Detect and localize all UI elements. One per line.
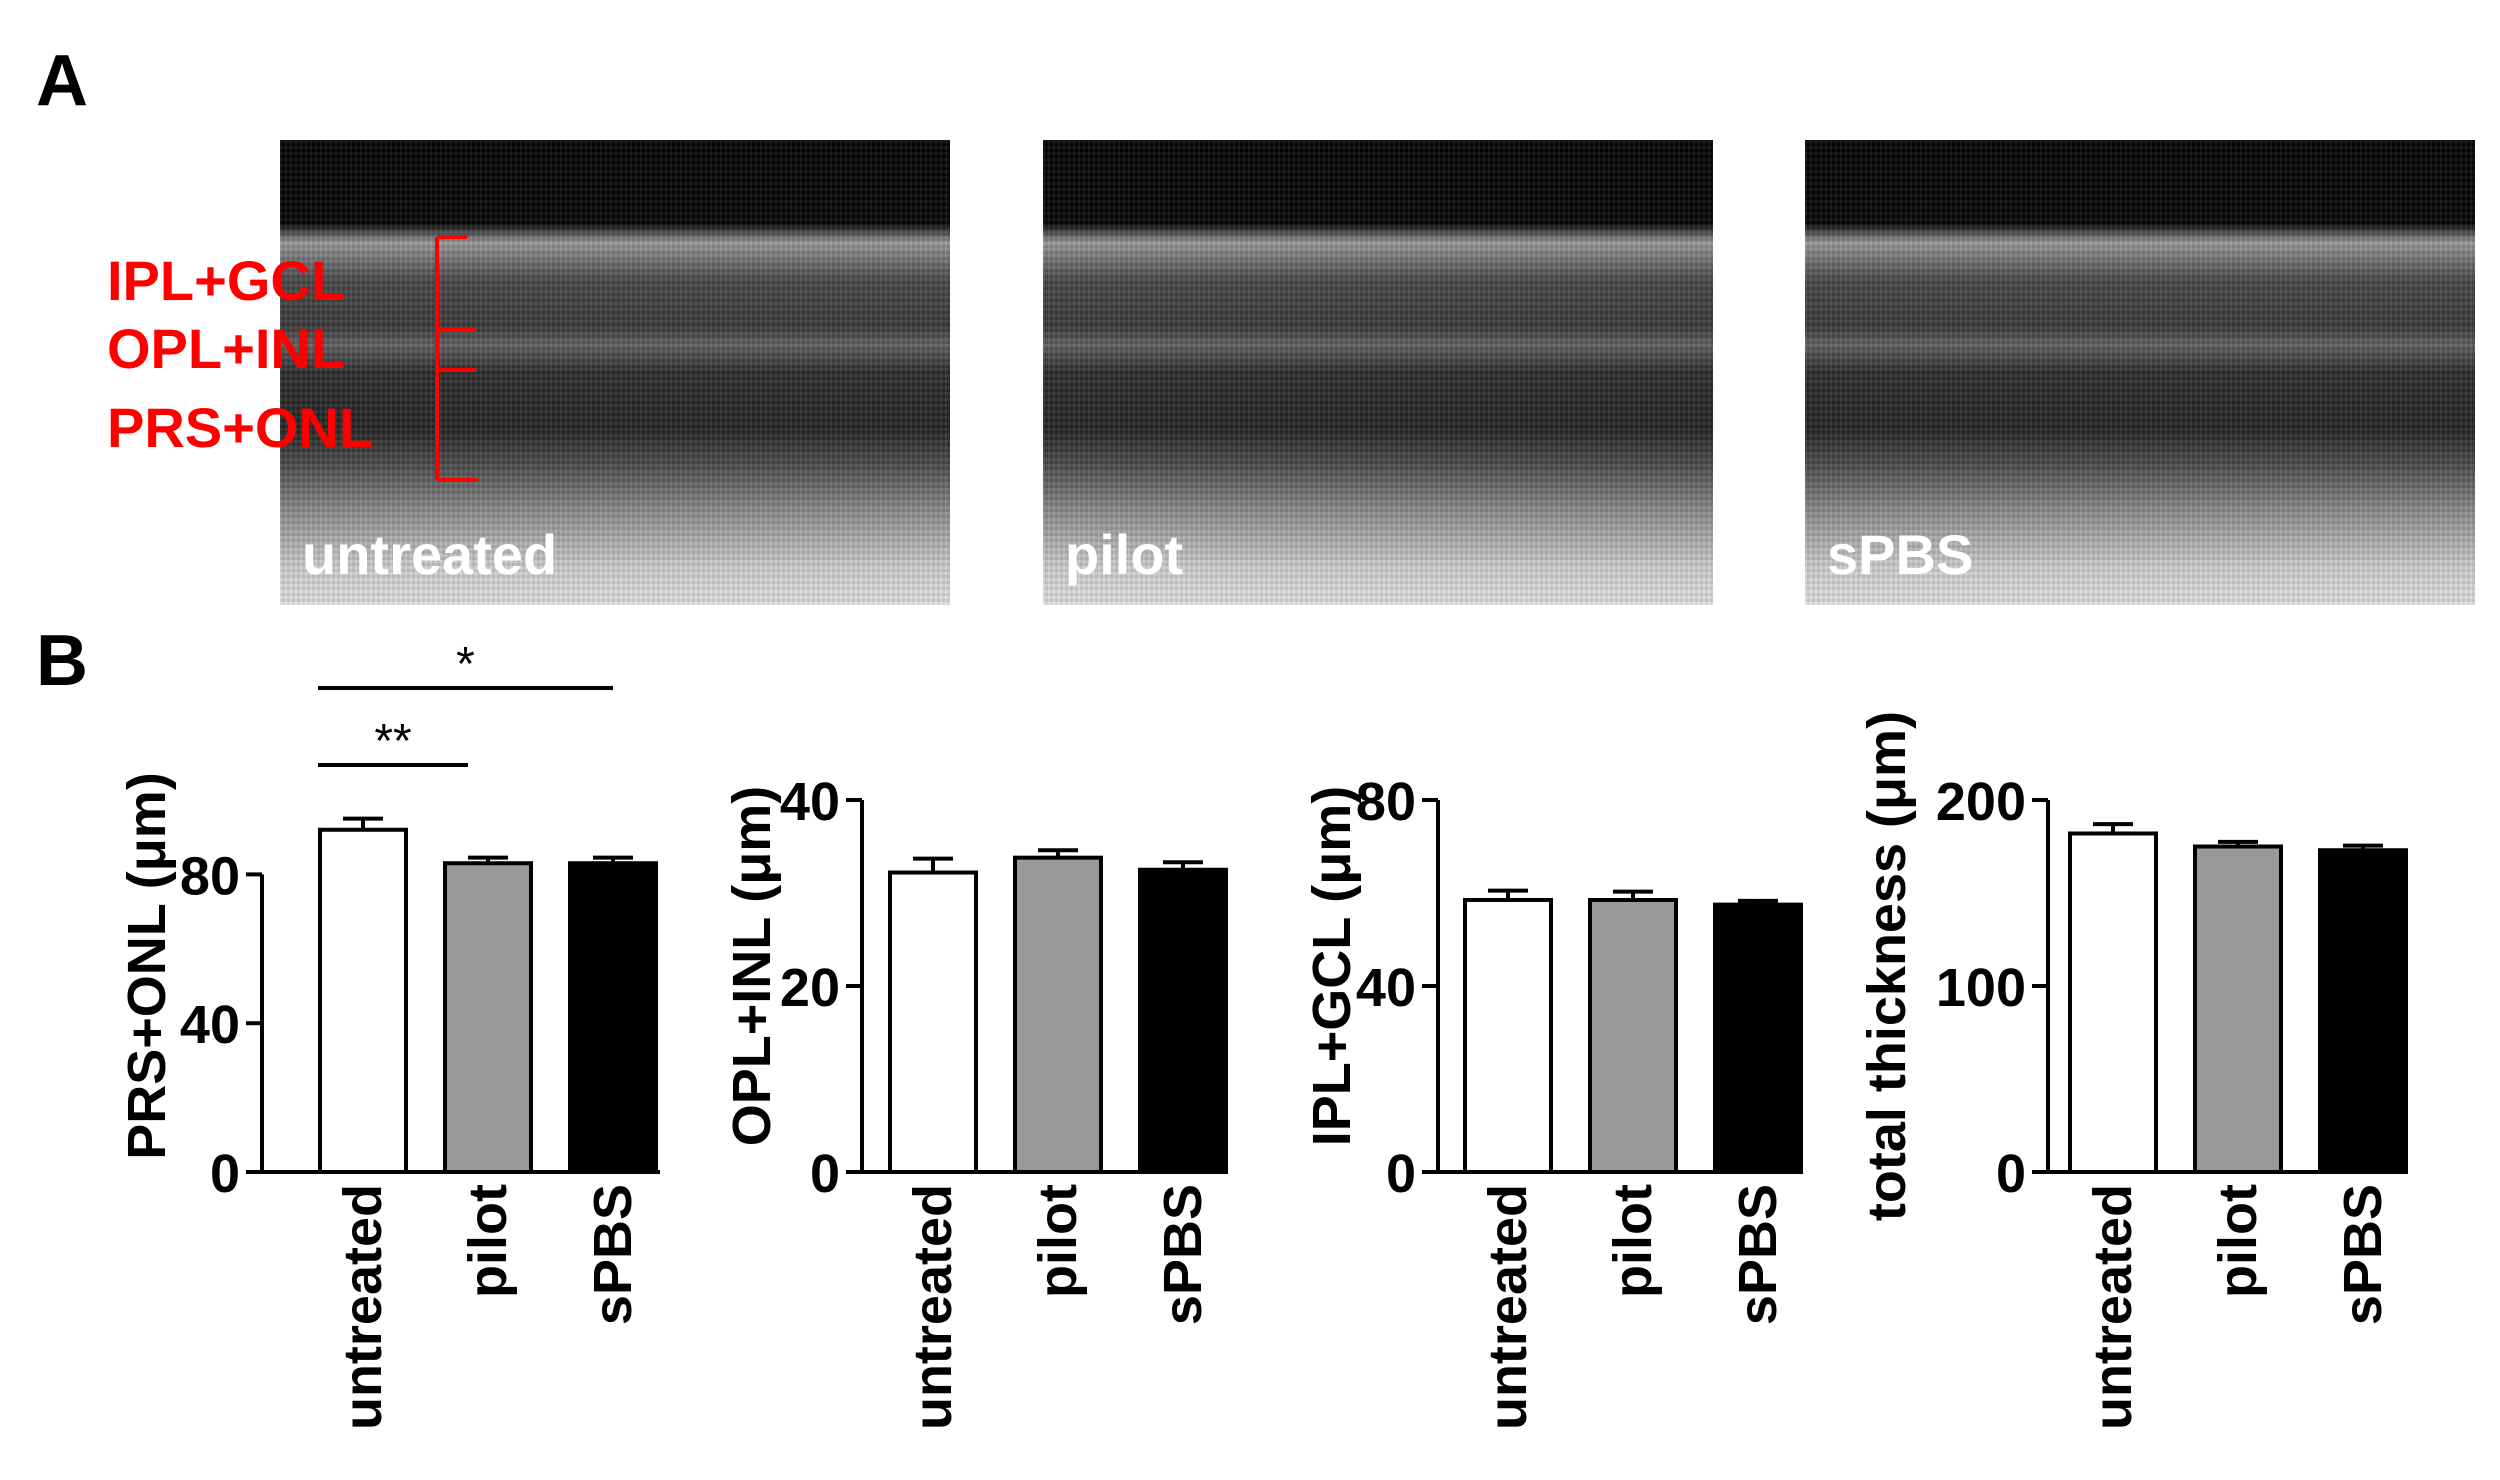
x-tick-label: untreated	[333, 1184, 393, 1430]
bar-sPBS	[2318, 848, 2408, 1174]
y-tick-label: 100	[1936, 958, 2026, 1018]
x-tick-label: untreated	[903, 1184, 963, 1430]
y-axis-label: IPL+GCL (μm)	[1302, 786, 1362, 1147]
bar-pilot	[443, 861, 533, 1174]
bar-pilot	[1588, 897, 1678, 1174]
x-tick-label: pilot	[1603, 1184, 1663, 1298]
y-tick-label: 40	[780, 772, 840, 832]
significance-label: *	[456, 638, 475, 691]
significance-label: **	[374, 715, 411, 768]
x-tick-label: untreated	[2083, 1184, 2143, 1430]
bar-sPBS	[1138, 867, 1228, 1174]
bar-untreated	[318, 827, 408, 1174]
y-axis-label: total thickness (μm)	[1857, 711, 1917, 1221]
oct-image-untreated: untreated	[280, 140, 950, 605]
bar-untreated	[1463, 897, 1553, 1174]
y-axis-label: PRS+ONL (μm)	[117, 772, 177, 1160]
oct-image-label: sPBS	[1827, 523, 1974, 586]
y-tick-label: 0	[810, 1144, 840, 1204]
x-tick-label: sPBS	[1728, 1184, 1788, 1325]
panel-label-b: B	[36, 621, 88, 701]
y-tick-label: 20	[780, 958, 840, 1018]
layer-label-ipl-gcl: IPL+GCL	[107, 249, 346, 312]
oct-image-label: untreated	[302, 523, 558, 586]
layer-label-prs-onl: PRS+ONL	[107, 396, 374, 459]
bar-untreated	[2068, 831, 2158, 1174]
x-tick-label: sPBS	[1153, 1184, 1213, 1325]
y-tick-label: 200	[1936, 772, 2026, 832]
bar-pilot	[2193, 844, 2283, 1174]
y-tick-label: 40	[1356, 958, 1416, 1018]
panel-label-a: A	[36, 41, 88, 121]
bar-sPBS	[568, 861, 658, 1174]
x-tick-label: sPBS	[2333, 1184, 2393, 1325]
x-tick-label: pilot	[1028, 1184, 1088, 1298]
y-axis-label: OPL+INL (μm)	[722, 786, 782, 1147]
bar-pilot	[1013, 855, 1103, 1174]
x-tick-label: pilot	[2208, 1184, 2268, 1298]
y-tick-label: 0	[210, 1144, 240, 1204]
y-tick-label: 0	[1996, 1144, 2026, 1204]
bar-sPBS	[1713, 902, 1803, 1174]
y-tick-label: 80	[180, 846, 240, 906]
x-tick-label: pilot	[458, 1184, 518, 1298]
y-tick-label: 0	[1386, 1144, 1416, 1204]
x-tick-label: untreated	[1478, 1184, 1538, 1430]
x-tick-label: sPBS	[583, 1184, 643, 1325]
oct-image-sPBS: sPBS	[1805, 140, 2475, 605]
oct-image-label: pilot	[1065, 523, 1184, 586]
oct-image-pilot: pilot	[1043, 140, 1713, 605]
bar-untreated	[888, 870, 978, 1174]
layer-label-opl-inl: OPL+INL	[107, 317, 346, 380]
y-tick-label: 40	[180, 995, 240, 1055]
y-tick-label: 80	[1356, 772, 1416, 832]
